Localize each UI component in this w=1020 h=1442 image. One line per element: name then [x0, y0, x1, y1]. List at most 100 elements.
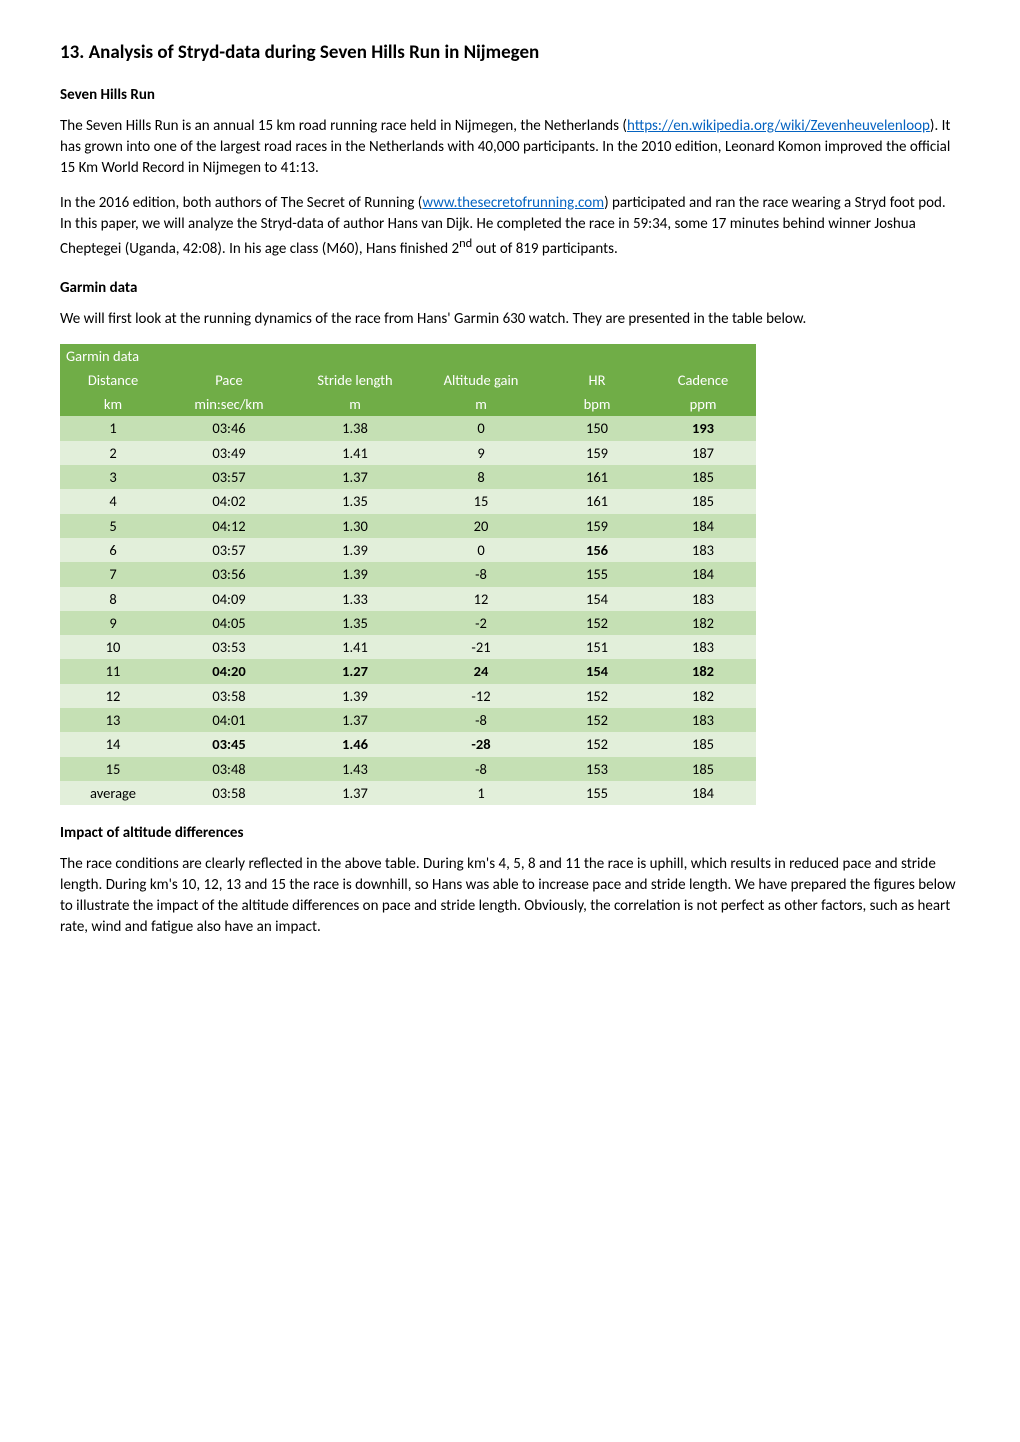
table-cell: 1.39 [292, 684, 418, 708]
paragraph: In the 2016 edition, both authors of The… [60, 193, 960, 260]
table-cell: 156 [544, 538, 650, 562]
ordinal-sup: nd [459, 236, 472, 251]
table-cell: 5 [60, 514, 166, 538]
table-cell: 152 [544, 708, 650, 732]
table-cell: 03:48 [166, 757, 292, 781]
table-cell: 154 [544, 659, 650, 683]
table-cell: 03:56 [166, 562, 292, 586]
table-cell: -12 [418, 684, 544, 708]
section-heading-seven-hills: Seven Hills Run [60, 85, 960, 106]
table-cell: 1.30 [292, 514, 418, 538]
table-cell: 1.35 [292, 611, 418, 635]
table-cell: 8 [418, 465, 544, 489]
table-cell: 150 [544, 416, 650, 440]
col-unit: m [418, 392, 544, 416]
table-row: 103:461.380150193 [60, 416, 756, 440]
table-cell: 04:12 [166, 514, 292, 538]
table-cell: -2 [418, 611, 544, 635]
table-row: 404:021.3515161185 [60, 489, 756, 513]
table-row: 504:121.3020159184 [60, 514, 756, 538]
table-cell: 03:46 [166, 416, 292, 440]
text: The Seven Hills Run is an annual 15 km r… [60, 117, 627, 135]
table-cell: 185 [650, 732, 756, 756]
table-cell: 185 [650, 465, 756, 489]
table-cell: 4 [60, 489, 166, 513]
table-cell: 20 [418, 514, 544, 538]
table-cell: 04:01 [166, 708, 292, 732]
table-cell: 7 [60, 562, 166, 586]
col-header: Cadence [650, 368, 756, 392]
table-header-row: Distance Pace Stride length Altitude gai… [60, 368, 756, 392]
garmin-data-table: Garmin data Distance Pace Stride length … [60, 344, 756, 806]
paragraph: The Seven Hills Run is an annual 15 km r… [60, 116, 960, 179]
table-cell: 9 [60, 611, 166, 635]
table-cell: 15 [418, 489, 544, 513]
wiki-link[interactable]: https://en.wikipedia.org/wiki/Zevenheuve… [627, 117, 930, 135]
section-heading-garmin: Garmin data [60, 278, 960, 299]
site-link[interactable]: www.thesecretofrunning.com [422, 194, 604, 212]
section-heading-altitude: Impact of altitude differences [60, 823, 960, 844]
table-cell: 182 [650, 611, 756, 635]
table-cell: -8 [418, 562, 544, 586]
col-header: HR [544, 368, 650, 392]
table-cell: 184 [650, 514, 756, 538]
table-cell: 6 [60, 538, 166, 562]
table-cell: 10 [60, 635, 166, 659]
col-unit: ppm [650, 392, 756, 416]
table-cell: 152 [544, 684, 650, 708]
table-caption: Garmin data [60, 344, 756, 368]
table-cell: 153 [544, 757, 650, 781]
table-cell: 159 [544, 514, 650, 538]
table-cell: 03:53 [166, 635, 292, 659]
table-cell: 04:09 [166, 587, 292, 611]
table-cell: 9 [418, 441, 544, 465]
table-cell: 03:58 [166, 684, 292, 708]
table-cell: 193 [650, 416, 756, 440]
table-units-row: km min:sec/km m m bpm ppm [60, 392, 756, 416]
table-cell: 1.43 [292, 757, 418, 781]
table-cell: 04:02 [166, 489, 292, 513]
table-cell: 183 [650, 635, 756, 659]
table-cell: 14 [60, 732, 166, 756]
table-cell: -8 [418, 708, 544, 732]
table-cell: -8 [418, 757, 544, 781]
table-cell: 183 [650, 587, 756, 611]
table-row: 303:571.378161185 [60, 465, 756, 489]
table-cell: 155 [544, 781, 650, 805]
table-cell: 187 [650, 441, 756, 465]
table-cell: 1.41 [292, 441, 418, 465]
col-unit: m [292, 392, 418, 416]
table-cell: 03:49 [166, 441, 292, 465]
table-cell: 185 [650, 489, 756, 513]
table-cell: 185 [650, 757, 756, 781]
table-row: 804:091.3312154183 [60, 587, 756, 611]
table-cell: 11 [60, 659, 166, 683]
text: out of 819 participants. [472, 240, 618, 258]
table-row: average03:581.371155184 [60, 781, 756, 805]
page-title: 13. Analysis of Stryd-data during Seven … [60, 40, 960, 67]
table-cell: 155 [544, 562, 650, 586]
col-unit: min:sec/km [166, 392, 292, 416]
table-cell: 183 [650, 538, 756, 562]
table-cell: 152 [544, 732, 650, 756]
table-cell: 2 [60, 441, 166, 465]
table-row: 1203:581.39-12152182 [60, 684, 756, 708]
table-cell: 03:45 [166, 732, 292, 756]
table-cell: 15 [60, 757, 166, 781]
table-cell: 8 [60, 587, 166, 611]
table-cell: 184 [650, 781, 756, 805]
table-cell: 04:20 [166, 659, 292, 683]
table-cell: 152 [544, 611, 650, 635]
col-header: Distance [60, 368, 166, 392]
table-cell: 1.33 [292, 587, 418, 611]
table-cell: 0 [418, 538, 544, 562]
table-cell: 183 [650, 708, 756, 732]
table-cell: 0 [418, 416, 544, 440]
table-row: 1104:201.2724154182 [60, 659, 756, 683]
table-cell: 1 [418, 781, 544, 805]
table-cell: 1.46 [292, 732, 418, 756]
table-row: 603:571.390156183 [60, 538, 756, 562]
table-cell: 159 [544, 441, 650, 465]
table-cell: 3 [60, 465, 166, 489]
col-unit: km [60, 392, 166, 416]
